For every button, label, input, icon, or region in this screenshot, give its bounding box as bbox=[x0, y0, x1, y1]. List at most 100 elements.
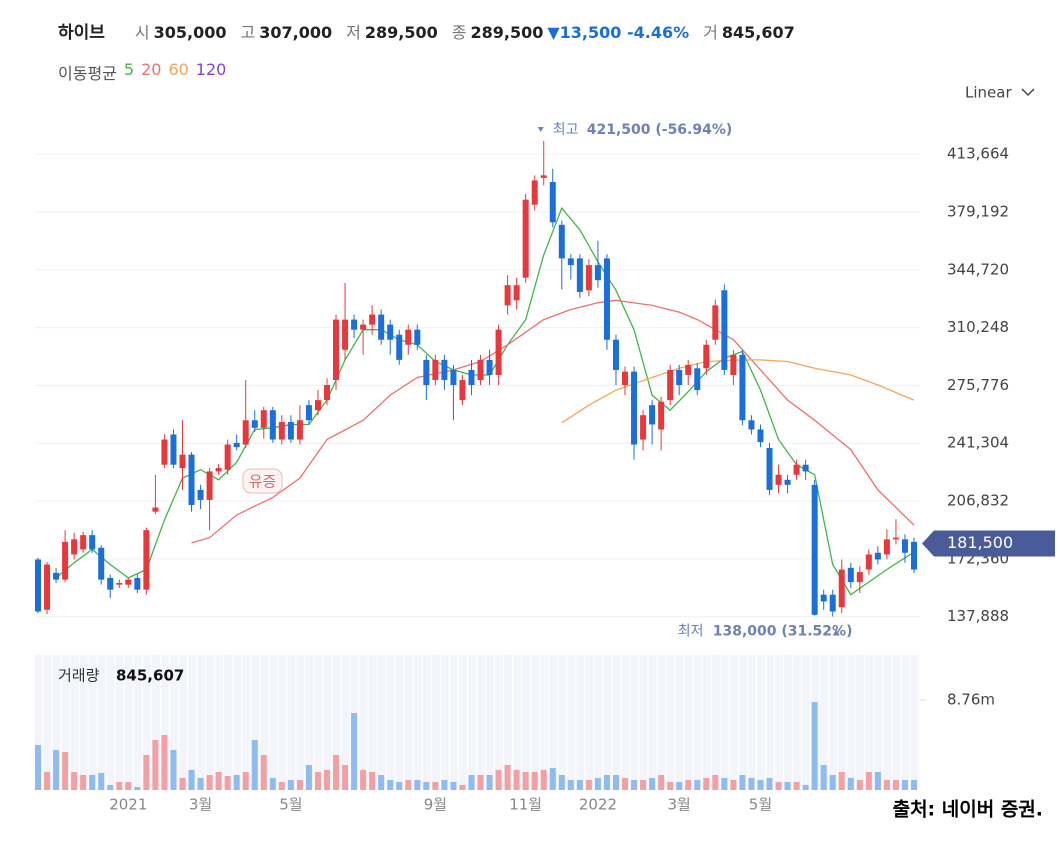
x-tick-label: 5월 bbox=[279, 796, 302, 814]
candle-body bbox=[712, 305, 719, 340]
candle-body bbox=[748, 420, 755, 430]
candle-body bbox=[71, 539, 78, 555]
volume-bar bbox=[450, 781, 457, 790]
candle-body bbox=[865, 554, 872, 570]
candle-body bbox=[396, 334, 403, 360]
ma-legend-entry[interactable]: 5 bbox=[123, 60, 135, 79]
scale-chevron[interactable] bbox=[1021, 88, 1035, 97]
candle-body bbox=[360, 324, 367, 330]
volume-bar bbox=[360, 769, 367, 790]
candle-body bbox=[161, 439, 168, 465]
x-tick-label: 5월 bbox=[749, 796, 772, 814]
volume-bar bbox=[351, 713, 358, 790]
candle-body bbox=[622, 371, 629, 386]
volume-bar bbox=[667, 781, 674, 790]
candle-body bbox=[287, 421, 294, 440]
candle-body bbox=[477, 359, 484, 380]
volume-bar bbox=[549, 768, 556, 790]
candle-body bbox=[730, 354, 737, 375]
candle-body bbox=[811, 484, 818, 615]
candle-body bbox=[829, 594, 836, 612]
volume-bar bbox=[197, 777, 204, 790]
candle-body bbox=[504, 285, 511, 306]
ma-legend-entry[interactable]: 60 bbox=[168, 60, 189, 79]
quote-label: 거 bbox=[703, 23, 718, 42]
quote-value: 845,607 bbox=[721, 23, 795, 42]
candle-body bbox=[513, 285, 520, 301]
ma-legend-entry[interactable]: 120 bbox=[195, 60, 227, 79]
candle-body bbox=[838, 569, 845, 608]
volume-bar bbox=[883, 780, 890, 790]
volume-bar bbox=[53, 750, 60, 790]
x-tick-label: 11월 bbox=[509, 796, 542, 814]
scale-mode[interactable]: Linear bbox=[965, 84, 1012, 102]
volume-bar bbox=[703, 777, 710, 790]
quote-list: 시 305,000 고 307,000 저 289,500 종 289,500 bbox=[125, 19, 543, 43]
x-tick-label: 2022 bbox=[579, 796, 617, 814]
candle-body bbox=[197, 489, 204, 500]
volume-bar bbox=[603, 775, 610, 790]
low-annotation-label: 최저 bbox=[678, 624, 704, 640]
x-tick-label: 9월 bbox=[424, 796, 447, 814]
candle-body bbox=[784, 479, 791, 485]
volume-bar bbox=[766, 777, 773, 790]
volume-bar bbox=[658, 775, 665, 790]
last-price-tag bbox=[922, 530, 1055, 557]
candle-body bbox=[269, 410, 276, 440]
candle-body bbox=[107, 577, 114, 590]
volume-bar bbox=[685, 780, 692, 790]
volume-bar bbox=[62, 751, 69, 790]
volume-bar bbox=[287, 780, 294, 790]
volume-bar bbox=[269, 777, 276, 790]
volume-pane bbox=[35, 655, 920, 790]
candle-body bbox=[676, 369, 683, 386]
volume-bar bbox=[134, 787, 141, 790]
candle-body bbox=[170, 434, 177, 465]
volume-bar bbox=[865, 772, 872, 790]
volume-bar bbox=[107, 784, 114, 790]
volume-bar bbox=[323, 769, 330, 790]
volume-bar bbox=[820, 765, 827, 790]
volume-bar bbox=[459, 784, 466, 790]
candle-body bbox=[594, 265, 601, 281]
volume-bar bbox=[838, 772, 845, 790]
y-tick-label: 241,304 bbox=[947, 434, 1009, 452]
volume-bar bbox=[143, 754, 150, 790]
volume-bar bbox=[152, 739, 159, 790]
ma-legend: 이동평균 5 20 60 120 bbox=[58, 60, 226, 84]
volume-bar bbox=[179, 777, 186, 790]
volume-bar bbox=[793, 781, 800, 790]
change: ▼13,500 -4.46% bbox=[547, 23, 690, 42]
volume-bar bbox=[847, 777, 854, 790]
volume-bar bbox=[161, 735, 168, 790]
candle-body bbox=[423, 359, 430, 386]
volume-bar bbox=[125, 781, 132, 790]
volume-bar bbox=[44, 772, 51, 790]
candle-body bbox=[775, 474, 782, 485]
candle-body bbox=[450, 369, 457, 386]
candle-body bbox=[62, 541, 69, 580]
volume-tick-label: 8.76m bbox=[947, 691, 995, 709]
volume-bar bbox=[531, 772, 538, 790]
high-annotation-label: 최고 bbox=[553, 122, 579, 138]
ma-legend-entry[interactable]: 20 bbox=[141, 60, 162, 79]
quote-value: 289,500 bbox=[470, 23, 544, 42]
volume-bar bbox=[631, 780, 638, 790]
volume-bar bbox=[694, 780, 701, 790]
quote-value: 305,000 bbox=[153, 23, 227, 42]
volume-bar bbox=[477, 775, 484, 790]
candle-body bbox=[179, 454, 186, 469]
volume-bar bbox=[585, 780, 592, 790]
y-tick-label: 413,664 bbox=[947, 145, 1009, 163]
volume-bar bbox=[748, 777, 755, 790]
candle-body bbox=[414, 329, 421, 345]
volume-bar bbox=[98, 772, 105, 790]
candle-body bbox=[757, 429, 764, 443]
volume-bar bbox=[775, 781, 782, 790]
volume-bar bbox=[513, 769, 520, 790]
volume-bar bbox=[495, 769, 502, 790]
stock-name: 하이브 bbox=[58, 23, 105, 43]
volume-bar bbox=[856, 780, 863, 790]
candle-body bbox=[874, 552, 881, 560]
candle-body bbox=[667, 369, 674, 401]
